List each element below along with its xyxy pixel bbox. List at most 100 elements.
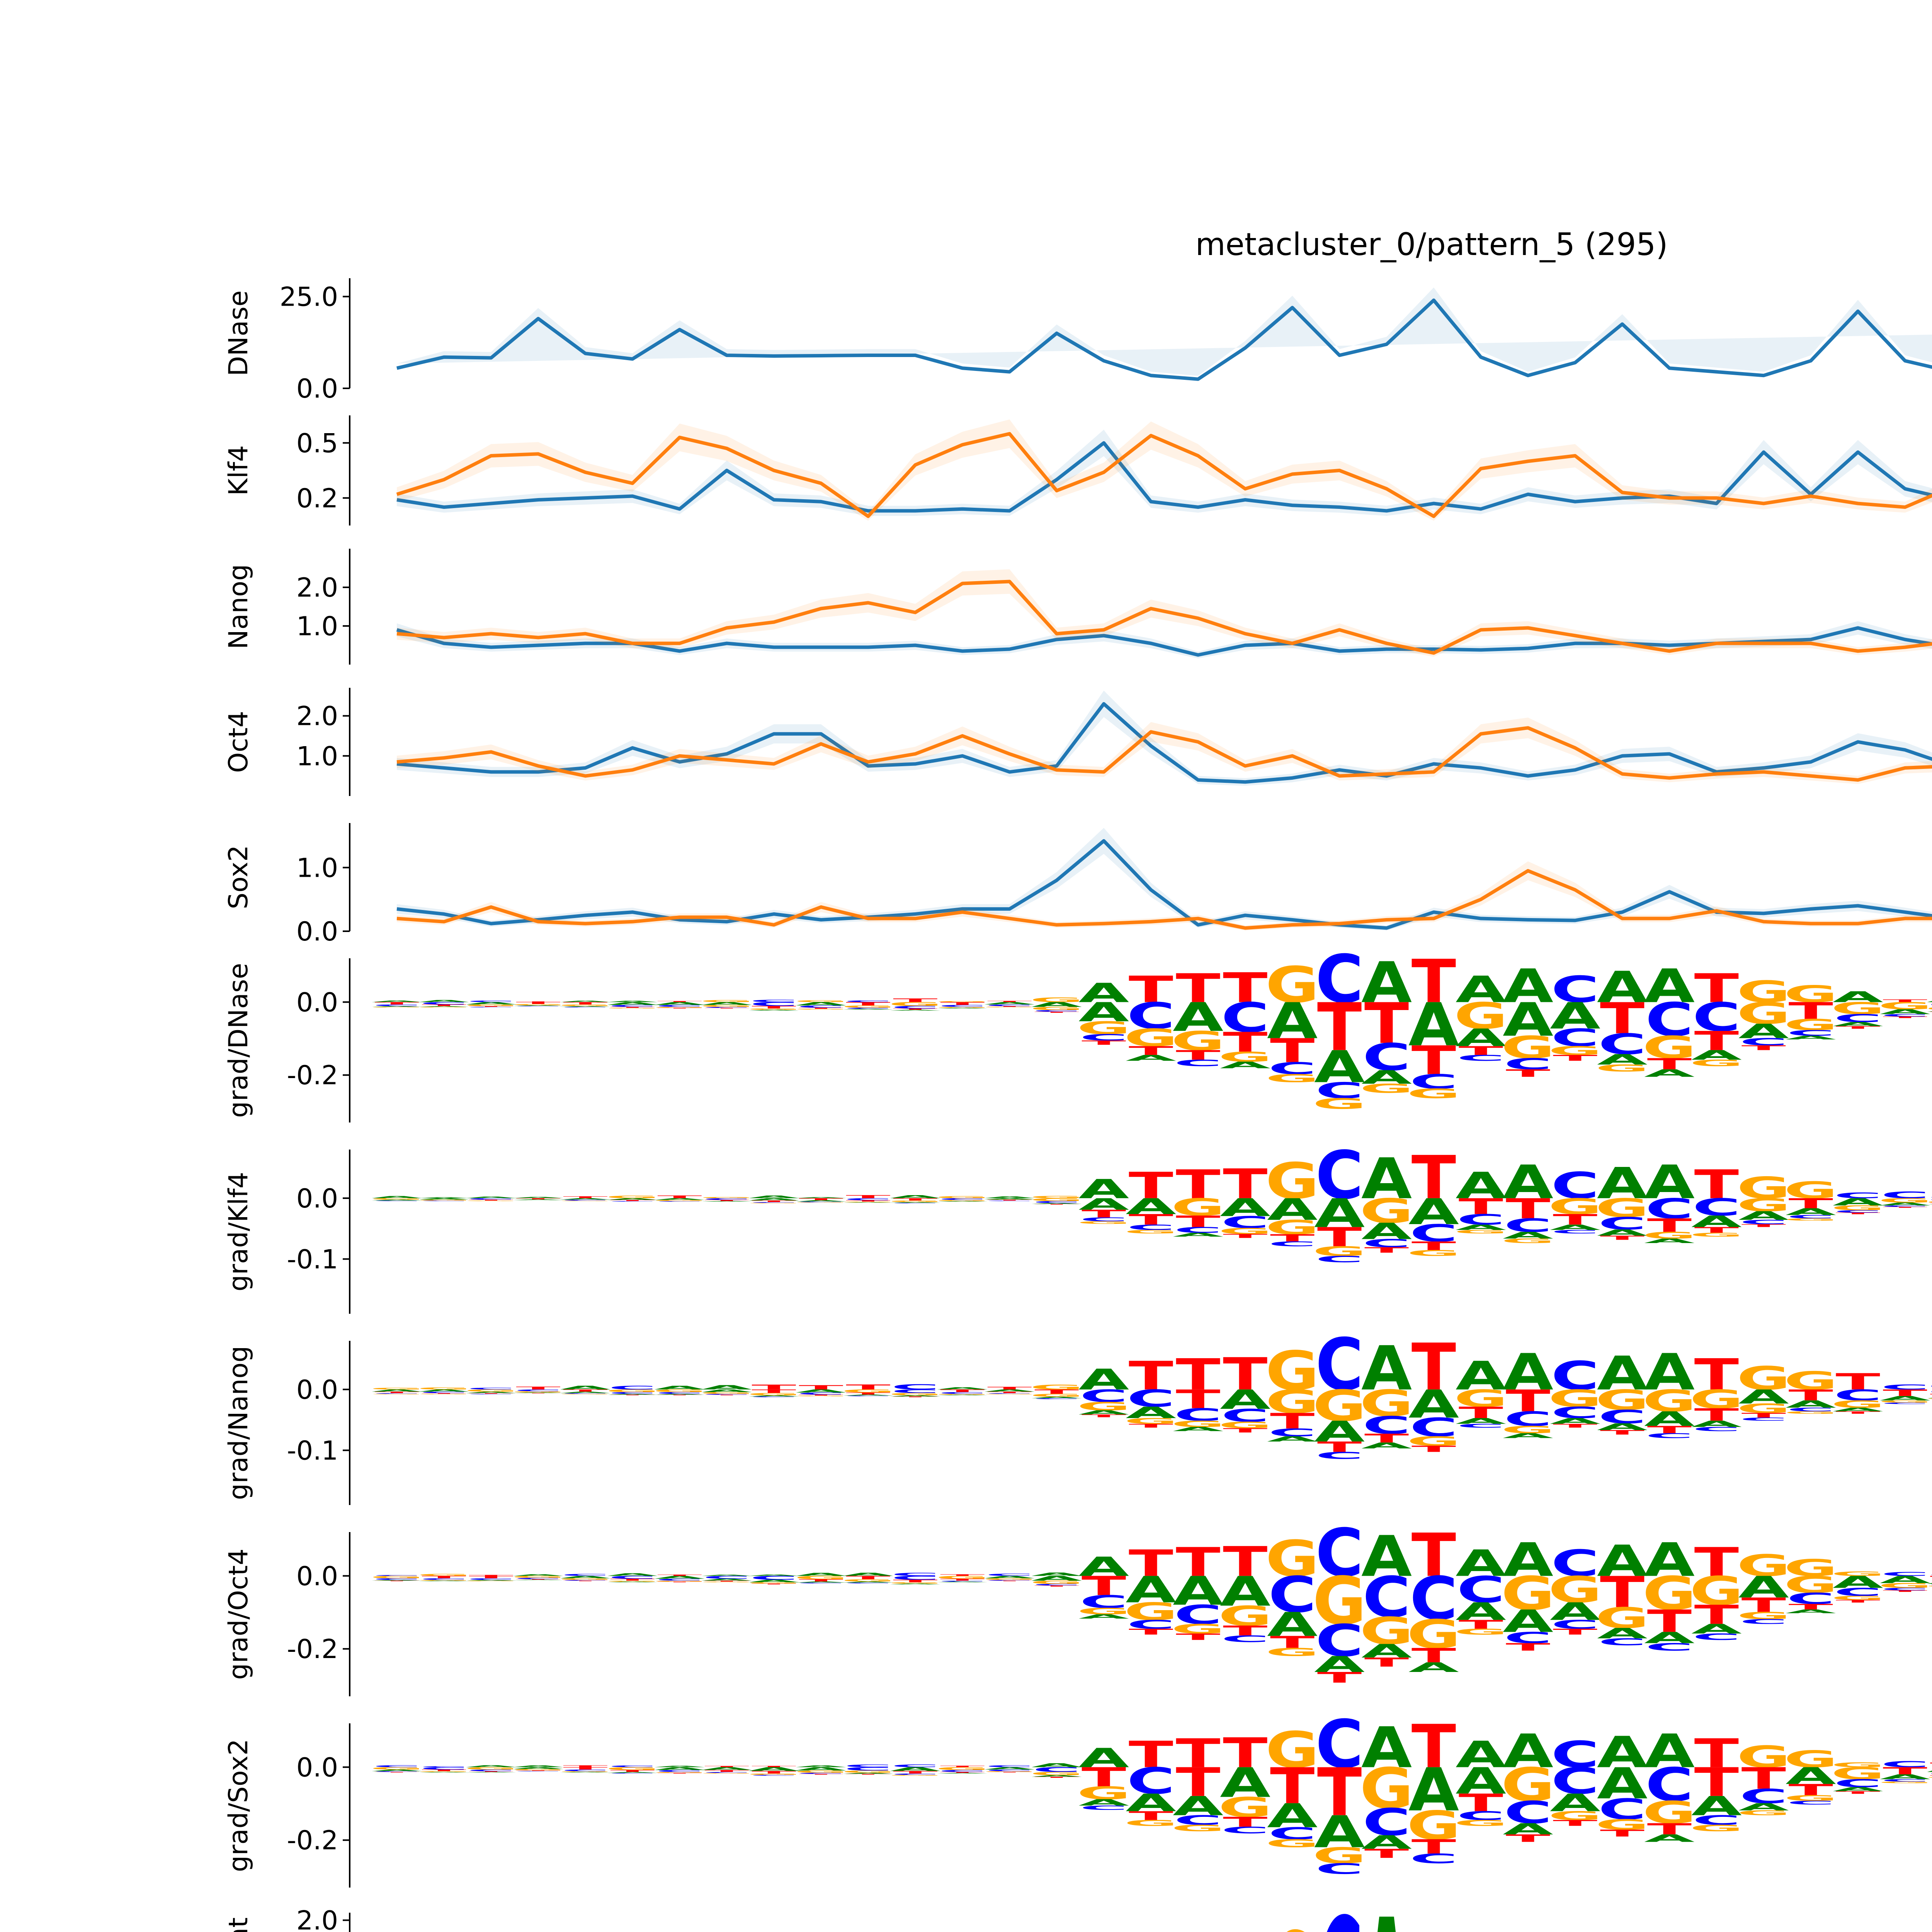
logo-letter: T (516, 1002, 561, 1005)
logo-letter: A (371, 1199, 422, 1201)
logo-letter: C (1551, 1353, 1599, 1399)
logo-letter: T (1742, 1044, 1786, 1052)
logo-letter: A (1361, 1333, 1412, 1404)
logo-letter: C (373, 1771, 421, 1772)
logo-letter: T (422, 1575, 466, 1579)
logo-letter: T (1647, 1215, 1692, 1236)
logo-letter: A (1078, 997, 1129, 1027)
logo-letter: C (844, 1764, 892, 1768)
logo-letter: T (469, 1199, 514, 1201)
logo-letter: G (1171, 1194, 1225, 1221)
logo-letter: T (893, 1197, 938, 1201)
logo-letter: A (1173, 994, 1223, 1040)
logo-letter: A (1078, 1174, 1129, 1204)
logo-letter: A (1644, 1533, 1695, 1587)
logo-letter: C (561, 1769, 609, 1772)
logo-letter: G (1077, 1018, 1131, 1038)
logo-letter: T (1647, 1055, 1692, 1073)
logo-letter: G (1878, 1582, 1932, 1590)
logo-letter: G (1737, 1549, 1791, 1583)
logo-letter: C (1410, 1851, 1458, 1866)
logo-letter: C (1787, 1029, 1835, 1037)
logo-letter: A (1503, 1432, 1553, 1440)
y-tick-label: 0.0 (296, 1184, 338, 1214)
logo-letter: A (984, 1389, 1035, 1392)
logo-letter: T (563, 1002, 608, 1005)
logo-letter: A (371, 1000, 422, 1002)
logo-letter: A (1503, 1230, 1554, 1241)
logo-letter: T (1270, 1409, 1315, 1434)
logo-letter: T (1223, 1623, 1268, 1639)
logo-letter: C (1080, 1592, 1128, 1612)
logo-letter: T (1176, 1901, 1221, 1932)
logo-letter: A (654, 1765, 705, 1768)
logo-letter: T (1930, 1393, 1932, 1398)
logo-letter: G (747, 1773, 801, 1775)
logo-letter: A (1456, 1353, 1506, 1399)
logo-letter: A (1880, 1395, 1930, 1402)
logo-letter: A (796, 1197, 846, 1198)
logo-letter: G (983, 1771, 1036, 1772)
logo-letter: G (794, 1009, 848, 1010)
logo-letter: T (516, 1198, 561, 1200)
logo-letter: G (1265, 957, 1319, 1014)
logo-letter: T (846, 1774, 891, 1775)
logo-letter: T (1364, 1246, 1409, 1254)
logo-letter: G (370, 1387, 423, 1390)
logo-letter: T (1600, 1828, 1645, 1839)
logo-letter: T (1883, 1388, 1927, 1398)
y-axis-label: grad/DNase (223, 963, 254, 1118)
logo-letter: T (1364, 992, 1409, 1056)
logo-letter: C (1551, 1024, 1599, 1052)
logo-letter: G (1030, 996, 1083, 1003)
logo-letter: A (1314, 1807, 1365, 1858)
logo-letter: C (1127, 1385, 1175, 1412)
y-tick-label: 0.0 (296, 1752, 338, 1783)
logo-letter: C (1928, 1573, 1932, 1577)
logo-letter: G (1831, 1398, 1885, 1410)
logo-letter: T (657, 1195, 702, 1199)
logo-letter: T (1129, 1353, 1173, 1399)
logo-letter: A (1078, 1409, 1129, 1416)
logo-letter: A (1456, 1734, 1506, 1776)
logo-letter: A (1126, 1569, 1176, 1611)
logo-letter: G (888, 1001, 942, 1007)
logo-letter: G (841, 1579, 895, 1582)
logo-letter: A (701, 1001, 752, 1006)
logo-letter: C (1174, 1405, 1222, 1425)
logo-letter: C (561, 1199, 609, 1201)
logo-letter: A (1644, 1724, 1695, 1778)
logo-letter: T (1930, 1575, 1932, 1582)
logo-letter: G (747, 1582, 801, 1584)
logo-letter: T (657, 1582, 702, 1583)
logo-letter: A (1314, 1042, 1365, 1093)
logo-letter: T (799, 1579, 844, 1582)
logo-letter: C (1928, 1197, 1932, 1202)
logo-letter: T (893, 1579, 938, 1583)
logo-letter: G (605, 1766, 659, 1771)
logo-letter: C (1692, 1426, 1740, 1432)
logo-letter: A (1880, 1773, 1930, 1781)
logo-letter: C (1881, 1571, 1929, 1577)
logo-letter: T (563, 1580, 608, 1581)
y-tick-label: 0.0 (296, 917, 338, 947)
logo-letter: C (1834, 1191, 1882, 1200)
logo-letter: A (418, 1198, 469, 1200)
logo-letter: T (1082, 1039, 1126, 1046)
logo-letter: G (1265, 1646, 1319, 1658)
logo-letter: A (1786, 1398, 1836, 1410)
logo-letter: T (1789, 1386, 1833, 1404)
logo-letter: A (1503, 1533, 1553, 1587)
logo-letter: A (1927, 1396, 1932, 1399)
logo-letter: A (1503, 1155, 1553, 1209)
logo-letter: T (1412, 1037, 1456, 1083)
logo-letter: T (1647, 1820, 1692, 1838)
logo-letter: A (1173, 1232, 1223, 1238)
logo-letter: T (987, 1386, 1032, 1390)
logo-letter: C (939, 1392, 986, 1395)
logo-letter: G (1737, 975, 1791, 1009)
logo-letter: A (1644, 959, 1695, 1013)
y-tick-label: -0.2 (287, 1825, 338, 1856)
logo-letter: A (654, 1575, 705, 1580)
